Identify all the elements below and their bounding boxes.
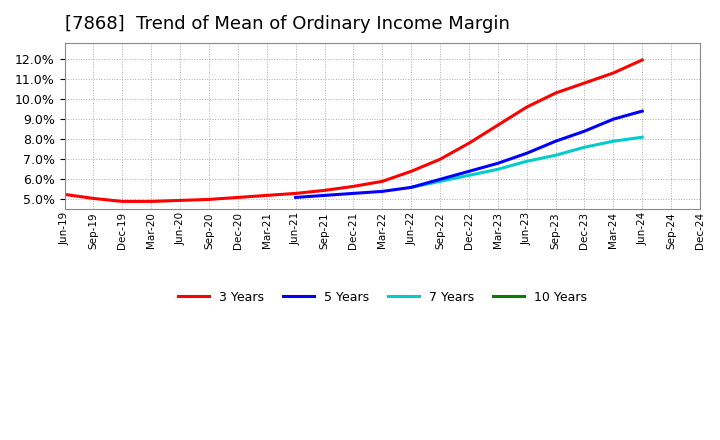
Text: [7868]  Trend of Mean of Ordinary Income Margin: [7868] Trend of Mean of Ordinary Income … xyxy=(65,15,510,33)
3 Years xyxy=(580,81,589,86)
3 Years xyxy=(493,122,502,128)
3 Years xyxy=(552,90,560,95)
3 Years xyxy=(464,141,473,146)
5 Years xyxy=(349,191,358,196)
7 Years xyxy=(436,179,444,184)
7 Years xyxy=(407,185,415,190)
5 Years xyxy=(609,117,618,122)
3 Years xyxy=(349,184,358,189)
5 Years xyxy=(464,169,473,174)
7 Years xyxy=(609,139,618,144)
Line: 5 Years: 5 Years xyxy=(296,111,642,198)
5 Years xyxy=(552,139,560,144)
5 Years xyxy=(292,195,300,200)
3 Years xyxy=(176,198,184,203)
5 Years xyxy=(407,185,415,190)
3 Years xyxy=(89,196,98,201)
3 Years xyxy=(204,197,213,202)
3 Years xyxy=(523,104,531,110)
3 Years xyxy=(147,199,156,204)
5 Years xyxy=(523,150,531,156)
5 Years xyxy=(436,177,444,182)
5 Years xyxy=(378,189,387,194)
7 Years xyxy=(523,159,531,164)
3 Years xyxy=(233,195,242,200)
5 Years xyxy=(320,193,329,198)
5 Years xyxy=(493,161,502,166)
3 Years xyxy=(60,192,69,197)
5 Years xyxy=(580,128,589,134)
3 Years xyxy=(263,193,271,198)
3 Years xyxy=(320,188,329,193)
7 Years xyxy=(493,167,502,172)
Line: 7 Years: 7 Years xyxy=(411,137,642,187)
Legend: 3 Years, 5 Years, 7 Years, 10 Years: 3 Years, 5 Years, 7 Years, 10 Years xyxy=(173,286,592,309)
3 Years xyxy=(638,57,647,62)
3 Years xyxy=(407,169,415,174)
7 Years xyxy=(580,145,589,150)
Line: 3 Years: 3 Years xyxy=(65,60,642,202)
7 Years xyxy=(638,135,647,140)
3 Years xyxy=(378,179,387,184)
3 Years xyxy=(292,191,300,196)
7 Years xyxy=(552,153,560,158)
5 Years xyxy=(638,109,647,114)
3 Years xyxy=(118,199,127,204)
3 Years xyxy=(436,157,444,162)
7 Years xyxy=(464,172,473,178)
3 Years xyxy=(609,70,618,76)
